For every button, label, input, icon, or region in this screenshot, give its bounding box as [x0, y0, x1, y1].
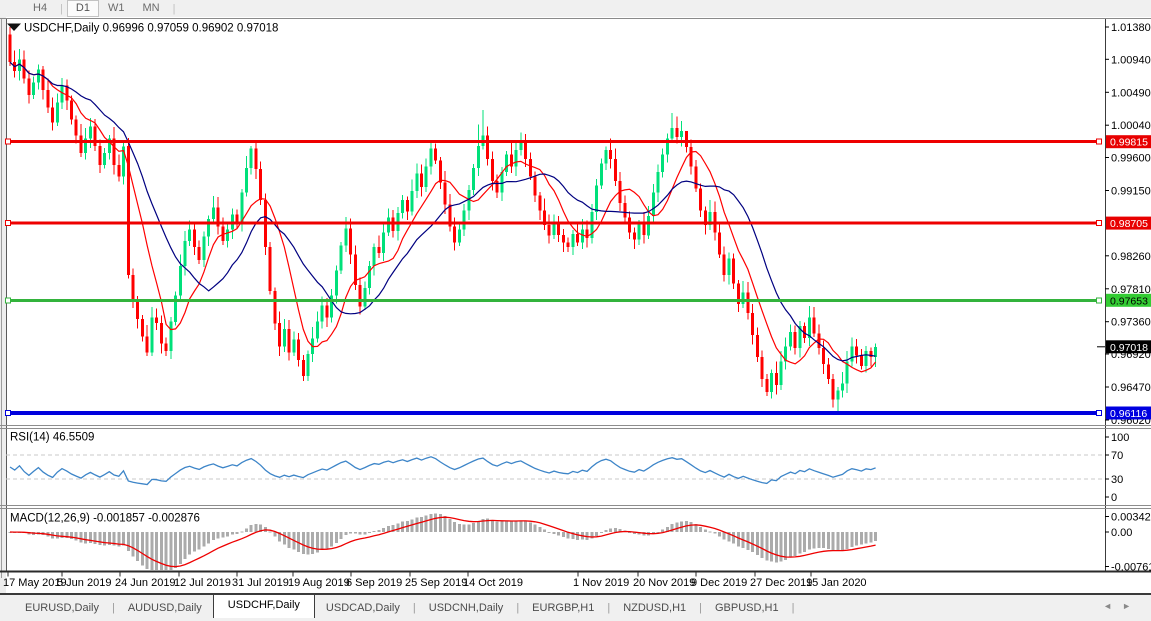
svg-text:1.00940: 1.00940: [1111, 54, 1151, 66]
svg-text:0.99600: 0.99600: [1111, 153, 1151, 165]
timeframe-h4[interactable]: H4: [33, 2, 48, 14]
toolbar-separator: |: [172, 2, 176, 15]
svg-text:30: 30: [1111, 474, 1123, 486]
tab-nzdusd-h1[interactable]: NZDUSD,H1: [623, 602, 687, 614]
svg-text:15 Jan 2020: 15 Jan 2020: [806, 577, 867, 589]
rsi-panel: 100 70 30 0: [6, 432, 1129, 504]
svg-text:6 Sep 2019: 6 Sep 2019: [346, 577, 402, 589]
tab-separator: |: [699, 602, 702, 614]
svg-text:0.003428: 0.003428: [1111, 512, 1151, 524]
rsi-header: RSI(14) 46.5509: [10, 432, 94, 444]
tab-usdcnh-daily[interactable]: USDCNH,Daily: [428, 602, 504, 614]
macd-panel: 0.0034280.00-0.007615: [8, 512, 1151, 574]
tab-separator: |: [791, 602, 795, 614]
chart-chrome: [0, 17, 1151, 595]
tab-usdcad-daily[interactable]: USDCAD,Daily: [325, 602, 400, 614]
price-axis: 1.01380 1.00940 1.00490 1.00040 0.99600 0.991…: [1097, 22, 1151, 427]
toolbar-separator: |: [60, 2, 63, 15]
tab-gbpusd-h1[interactable]: GBPUSD,H1: [715, 602, 779, 614]
svg-text:5 Jun 2019: 5 Jun 2019: [57, 577, 111, 589]
svg-text:19 Aug 2019: 19 Aug 2019: [288, 577, 350, 589]
tab-eurusd-daily[interactable]: EURUSD,Daily: [25, 602, 99, 614]
svg-text:0.98260: 0.98260: [1111, 251, 1151, 263]
svg-text:1.00490: 1.00490: [1111, 87, 1151, 99]
tab-separator: |: [412, 602, 416, 614]
tab-scroll-left-icon[interactable]: ◄: [1103, 601, 1123, 611]
tab-scroll-arrows: ◄►: [1103, 601, 1141, 611]
svg-text:14 Oct 2019: 14 Oct 2019: [463, 577, 523, 589]
chart-area[interactable]: 1.01380 1.00940 1.00490 1.00040 0.99600 0.991…: [0, 17, 1151, 595]
tab-scroll-right-icon[interactable]: ►: [1122, 601, 1141, 611]
tab-separator: |: [516, 602, 520, 614]
svg-text:1.01380: 1.01380: [1111, 22, 1151, 34]
tab-eurgbp-h1[interactable]: EURGBP,H1: [532, 602, 595, 614]
svg-text:100: 100: [1111, 432, 1129, 444]
svg-text:17 May 2019: 17 May 2019: [3, 577, 67, 589]
svg-text:1.00040: 1.00040: [1111, 120, 1151, 132]
svg-text:0.96116: 0.96116: [1110, 408, 1147, 420]
moving-averages: [9, 61, 877, 373]
timeframe-w1[interactable]: W1: [107, 2, 125, 14]
svg-text:20 Nov 2019: 20 Nov 2019: [633, 577, 695, 589]
horizontal-lines[interactable]: [5, 138, 1102, 416]
svg-text:0: 0: [1111, 492, 1117, 504]
svg-text:0.00: 0.00: [1111, 527, 1132, 539]
svg-text:12 Jul 2019: 12 Jul 2019: [174, 577, 231, 589]
timeframe-toolbar: H4 | D1 W1 MN |: [0, 0, 1151, 17]
svg-text:1 Nov 2019: 1 Nov 2019: [573, 577, 629, 589]
symbol-tab-bar: EURUSD,Daily | AUDUSD,Daily USDCHF,Daily USD…: [0, 594, 1151, 621]
svg-text:0.98705: 0.98705: [1110, 218, 1148, 230]
ohlc-readout: USDCHF,Daily 0.96996 0.97059 0.96902 0.9…: [24, 23, 278, 35]
svg-text:0.96470: 0.96470: [1111, 382, 1151, 394]
chart-begin-icon: [7, 23, 21, 31]
tab-separator: |: [607, 602, 611, 614]
svg-text:27 Dec 2019: 27 Dec 2019: [750, 577, 812, 589]
svg-text:0.97018: 0.97018: [1110, 342, 1148, 354]
svg-text:0.99150: 0.99150: [1111, 186, 1151, 198]
candles: [8, 27, 878, 413]
svg-text:24 Jun 2019: 24 Jun 2019: [115, 577, 176, 589]
svg-text:0.97360: 0.97360: [1111, 317, 1151, 329]
svg-text:70: 70: [1111, 450, 1123, 462]
tabbar-top-border: [0, 593, 1151, 595]
tab-usdchf-daily[interactable]: USDCHF,Daily: [212, 594, 315, 618]
timeframe-mn[interactable]: MN: [142, 2, 160, 14]
svg-text:31 Jul 2019: 31 Jul 2019: [232, 577, 289, 589]
svg-text:9 Dec 2019: 9 Dec 2019: [691, 577, 747, 589]
tab-separator: |: [111, 602, 115, 614]
svg-text:0.97810: 0.97810: [1111, 284, 1151, 296]
svg-text:0.97653: 0.97653: [1110, 295, 1148, 307]
svg-text:25 Sep 2019: 25 Sep 2019: [405, 577, 467, 589]
tab-audusd-daily[interactable]: AUDUSD,Daily: [127, 602, 202, 614]
timeframe-d1[interactable]: D1: [66, 0, 99, 17]
macd-header: MACD(12,26,9) -0.001857 -0.002876: [10, 513, 200, 525]
svg-text:0.99815: 0.99815: [1110, 137, 1148, 149]
